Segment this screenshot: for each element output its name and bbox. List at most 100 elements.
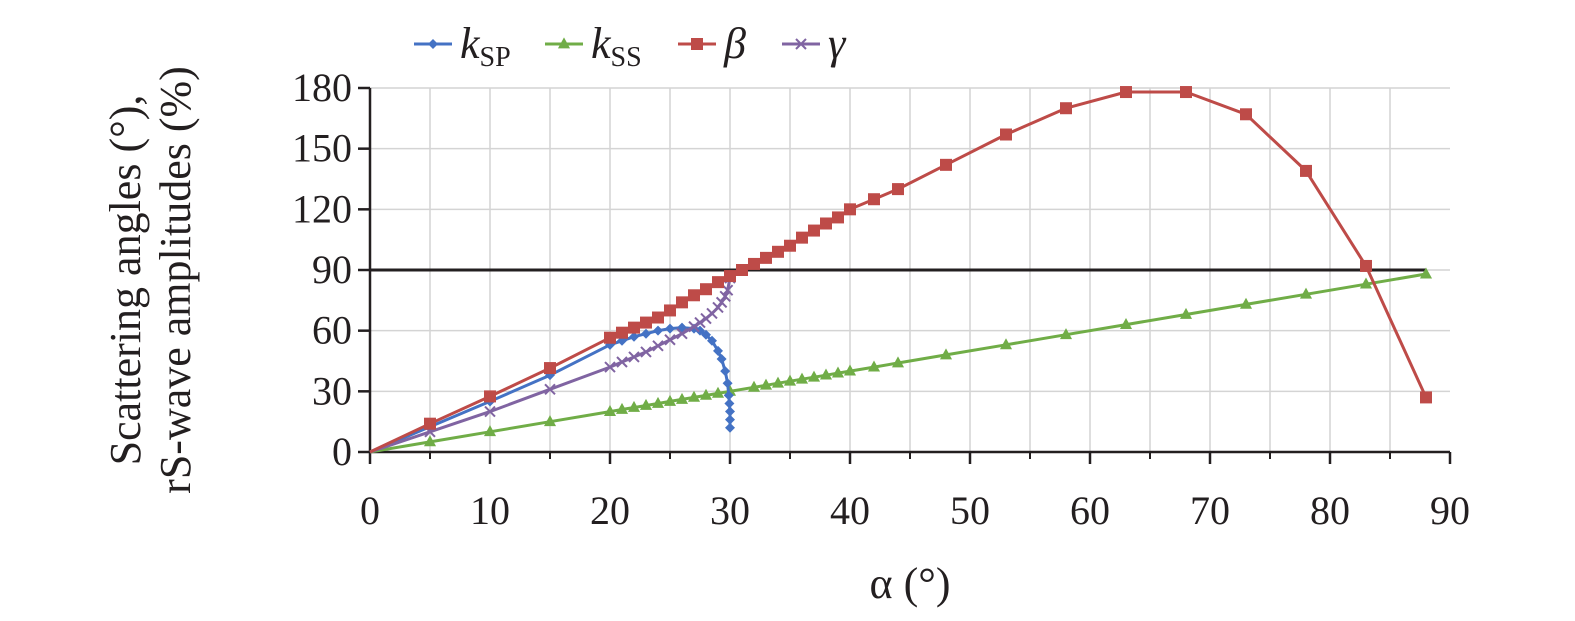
data-point-triangle bbox=[939, 348, 953, 360]
series-beta bbox=[369, 86, 1432, 454]
x-tick-label: 0 bbox=[360, 488, 380, 533]
y-axis-title: Scattering angles (°), rS-wave amplitude… bbox=[101, 66, 200, 494]
data-point-diamond bbox=[653, 325, 663, 336]
data-point-square bbox=[724, 270, 736, 283]
data-point-square bbox=[808, 224, 820, 237]
data-point-diamond bbox=[695, 325, 705, 336]
data-point-cross bbox=[676, 327, 688, 340]
data-point-diamond bbox=[724, 398, 735, 409]
x-tick-label: 30 bbox=[710, 488, 750, 533]
data-point-triangle bbox=[1059, 328, 1073, 340]
data-point-square bbox=[940, 158, 952, 171]
data-point-diamond bbox=[725, 422, 735, 433]
data-point-square bbox=[616, 326, 628, 339]
data-point-cross bbox=[604, 361, 616, 373]
data-point-cross bbox=[721, 284, 734, 296]
data-point-diamond bbox=[716, 353, 727, 364]
data-point-square bbox=[1120, 86, 1132, 99]
data-point-triangle bbox=[557, 37, 571, 49]
data-point-triangle bbox=[867, 360, 881, 372]
series-gamma bbox=[369, 272, 736, 454]
y-tick-label: 60 bbox=[312, 308, 352, 353]
legend-label: kSP bbox=[460, 19, 511, 73]
data-point-diamond bbox=[725, 406, 735, 417]
data-point-square bbox=[676, 296, 688, 309]
chart-axes bbox=[358, 86, 1452, 464]
legend-label-subscript: SP bbox=[480, 42, 511, 73]
legend-label: β bbox=[723, 19, 746, 68]
data-point-cross-stroke bbox=[484, 405, 496, 418]
data-point-triangle bbox=[615, 402, 629, 414]
data-point-triangle bbox=[795, 372, 809, 384]
data-point-diamond bbox=[722, 378, 733, 389]
legend: kSP kSS β γ bbox=[414, 19, 847, 73]
data-point-cross-stroke bbox=[544, 383, 556, 396]
data-point-square bbox=[1000, 128, 1012, 141]
data-point-square bbox=[640, 316, 652, 329]
data-point-square bbox=[424, 417, 436, 430]
data-point-triangle bbox=[651, 396, 665, 408]
data-point-diamond bbox=[713, 345, 723, 356]
data-point-cross-stroke bbox=[640, 346, 652, 358]
data-point-triangle bbox=[423, 435, 437, 447]
data-point-diamond bbox=[720, 366, 731, 377]
data-point-square bbox=[691, 38, 703, 50]
data-point-square bbox=[1420, 391, 1432, 404]
data-point-cross bbox=[616, 356, 628, 368]
data-point-cross bbox=[715, 296, 728, 309]
data-point-cross bbox=[652, 340, 664, 352]
legend-label: γ bbox=[828, 19, 847, 68]
data-point-triangle bbox=[1179, 307, 1193, 319]
x-tick-label: 40 bbox=[830, 488, 870, 533]
legend-label: kSS bbox=[591, 19, 642, 73]
data-point-square bbox=[544, 362, 556, 375]
data-point-square bbox=[1300, 164, 1312, 177]
y-tick-label: 150 bbox=[292, 126, 352, 171]
data-point-square bbox=[832, 211, 844, 224]
data-point-triangle bbox=[711, 386, 725, 398]
data-point-cross-stroke bbox=[664, 334, 676, 346]
data-point-square bbox=[760, 251, 772, 264]
legend-entry: kSS bbox=[545, 19, 642, 73]
data-point-cross-stroke bbox=[712, 301, 724, 314]
data-point-triangle bbox=[603, 404, 617, 416]
data-point-triangle bbox=[999, 338, 1013, 350]
data-point-diamond bbox=[701, 329, 711, 340]
data-point-triangle bbox=[783, 374, 797, 386]
data-point-diamond bbox=[723, 390, 734, 401]
data-point-triangle bbox=[843, 364, 857, 376]
data-point-cross bbox=[544, 383, 556, 396]
legend-label-main: k bbox=[460, 19, 481, 68]
data-point-triangle bbox=[675, 392, 689, 404]
data-point-square bbox=[712, 276, 724, 289]
data-point-square bbox=[1240, 108, 1252, 121]
x-tick-label: 80 bbox=[1310, 488, 1350, 533]
data-point-cross-stroke bbox=[721, 284, 734, 296]
y-tick-label: 30 bbox=[312, 368, 352, 413]
data-point-square bbox=[652, 311, 664, 324]
data-point-square bbox=[820, 217, 832, 230]
data-point-triangle bbox=[483, 425, 497, 437]
tick-labels: 0 30 60 90 120 150 180 0 10 20 30 40 50 60 70 80 90 bbox=[292, 65, 1470, 533]
data-point-cross-stroke bbox=[616, 356, 628, 368]
data-point-diamond bbox=[428, 39, 438, 49]
data-point-square bbox=[868, 193, 880, 206]
data-point-cross-stroke bbox=[795, 38, 807, 50]
y-tick-label: 0 bbox=[332, 429, 352, 474]
data-point-square bbox=[748, 257, 760, 270]
x-tick-label: 10 bbox=[470, 488, 510, 533]
data-point-triangle bbox=[1299, 287, 1313, 299]
data-point-square bbox=[892, 183, 904, 196]
data-point-triangle bbox=[543, 415, 557, 427]
legend-label-main: β bbox=[723, 19, 746, 68]
legend-label-subscript: SS bbox=[611, 42, 642, 73]
data-point-triangle bbox=[759, 378, 773, 390]
y-tick-label: 180 bbox=[292, 65, 352, 110]
data-point-diamond bbox=[707, 335, 717, 346]
data-point-triangle bbox=[1119, 318, 1133, 329]
data-point-cross bbox=[628, 351, 640, 363]
data-point-cross-stroke bbox=[676, 327, 688, 340]
data-point-cross bbox=[640, 346, 652, 358]
data-point-square bbox=[736, 264, 748, 276]
